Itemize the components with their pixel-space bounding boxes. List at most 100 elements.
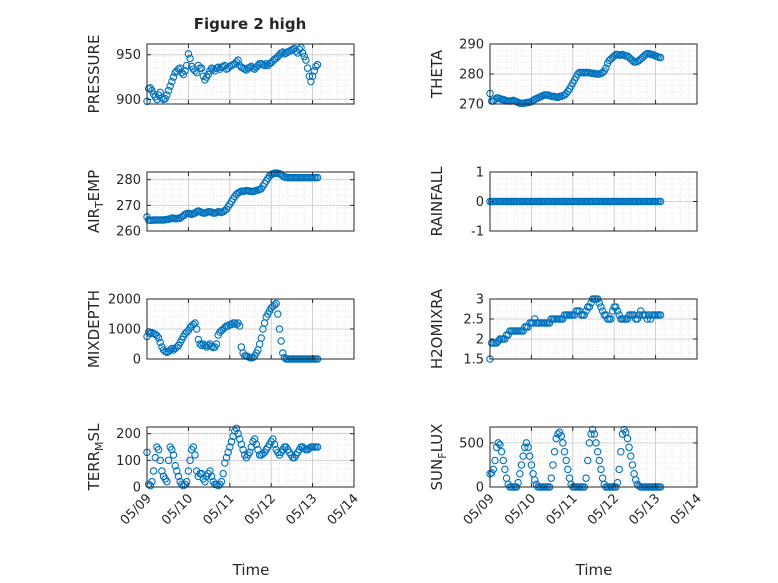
- data-point: [217, 477, 226, 486]
- data-point: [313, 173, 322, 182]
- data-point: [516, 470, 524, 478]
- y-tick-label: 2000: [108, 293, 141, 308]
- y-tick-label: 280: [116, 173, 141, 188]
- data-point: [310, 67, 319, 75]
- y-axis-label: H2OMIXRA: [428, 288, 446, 369]
- data-point: [154, 445, 163, 454]
- data-point: [275, 325, 284, 333]
- data-point: [633, 315, 642, 323]
- data-point: [656, 197, 665, 206]
- data-point: [148, 86, 156, 95]
- data-point: [221, 459, 229, 467]
- data-point: [587, 430, 595, 438]
- y-tick-label: 270: [116, 199, 141, 214]
- y-axis-label: RAINFALL: [428, 166, 446, 237]
- y-axis-label: SUNFLUX: [428, 424, 449, 491]
- data-point: [562, 456, 570, 465]
- data-point: [182, 61, 191, 70]
- data-point: [555, 428, 564, 437]
- data-point: [497, 447, 506, 456]
- panel-air-temp: 260 270 280 AIRTEMP: [85, 169, 355, 240]
- data-point: [590, 430, 599, 438]
- data-point: [308, 72, 317, 80]
- axes-box: [489, 298, 698, 360]
- data-point: [270, 440, 279, 449]
- data-point: [168, 344, 176, 353]
- data-point: [191, 451, 199, 459]
- data-point: [313, 443, 322, 451]
- data-point: [307, 77, 315, 86]
- data-point: [166, 82, 174, 90]
- data-point: [313, 60, 322, 69]
- data-point: [192, 325, 201, 333]
- data-point: [174, 472, 183, 481]
- data-point: [549, 461, 557, 469]
- data-point: [149, 467, 158, 475]
- y-tick-label: 950: [116, 48, 141, 63]
- y-tick-label: 200: [116, 427, 141, 442]
- data-point: [631, 476, 640, 484]
- axes-box: [146, 426, 355, 488]
- y-tick-label: 100: [116, 454, 141, 469]
- y-tick-label: 1.5: [463, 353, 484, 368]
- data-point: [250, 435, 259, 443]
- y-tick-label: 270: [459, 98, 484, 113]
- axes-box: [146, 171, 355, 232]
- y-tick-label: 0: [133, 481, 141, 496]
- data-point: [199, 72, 208, 80]
- y-tick-label: 0: [133, 353, 141, 368]
- y-tick-label: 280: [459, 68, 484, 83]
- data-point: [560, 447, 569, 456]
- data-point: [235, 435, 244, 443]
- data-point: [588, 425, 597, 434]
- data-point: [204, 70, 213, 79]
- data-point: [254, 445, 262, 454]
- data-point: [212, 340, 221, 348]
- data-point: [154, 334, 163, 342]
- data-point: [224, 448, 232, 457]
- y-axis-label: PRESSURE: [85, 35, 103, 114]
- data-point: [499, 456, 507, 465]
- data-point: [524, 443, 532, 452]
- data-point: [303, 64, 312, 72]
- data-point: [169, 451, 178, 459]
- data-point: [168, 445, 176, 454]
- data-point: [623, 434, 632, 443]
- data-point: [607, 315, 615, 323]
- data-point: [279, 172, 287, 180]
- data-point: [302, 56, 310, 64]
- data-point: [222, 453, 231, 462]
- data-point: [164, 456, 173, 465]
- data-point: [196, 340, 204, 348]
- data-point: [557, 432, 565, 440]
- data-point: [613, 307, 622, 315]
- y-tick-label: 3: [476, 293, 484, 308]
- data-point: [298, 49, 307, 57]
- data-point: [583, 456, 592, 465]
- data-point: [257, 334, 266, 342]
- data-point: [252, 440, 261, 449]
- y-tick-label: 290: [459, 38, 484, 53]
- data-point: [628, 461, 637, 469]
- data-point: [597, 303, 605, 311]
- data-point: [612, 303, 620, 311]
- y-axis-label: TERRMSL: [85, 423, 106, 492]
- y-tick-label: 260: [116, 225, 141, 240]
- data-point: [527, 461, 536, 469]
- data-point: [656, 311, 665, 319]
- data-point: [227, 437, 236, 446]
- data-point: [269, 435, 277, 443]
- data-point: [550, 447, 559, 456]
- panel-h2omixra: 1.5 2 2.5 3 H2OMIXRA: [428, 288, 698, 369]
- data-point: [270, 301, 279, 309]
- x-axis-label-right: Time: [575, 561, 613, 579]
- data-point: [522, 439, 531, 447]
- data-point: [156, 338, 165, 347]
- data-point: [525, 452, 534, 460]
- data-point: [517, 461, 526, 469]
- data-point: [197, 64, 206, 72]
- y-tick-label: 1: [476, 166, 484, 181]
- y-axis-label: AIRTEMP: [85, 170, 106, 233]
- data-point: [293, 49, 302, 57]
